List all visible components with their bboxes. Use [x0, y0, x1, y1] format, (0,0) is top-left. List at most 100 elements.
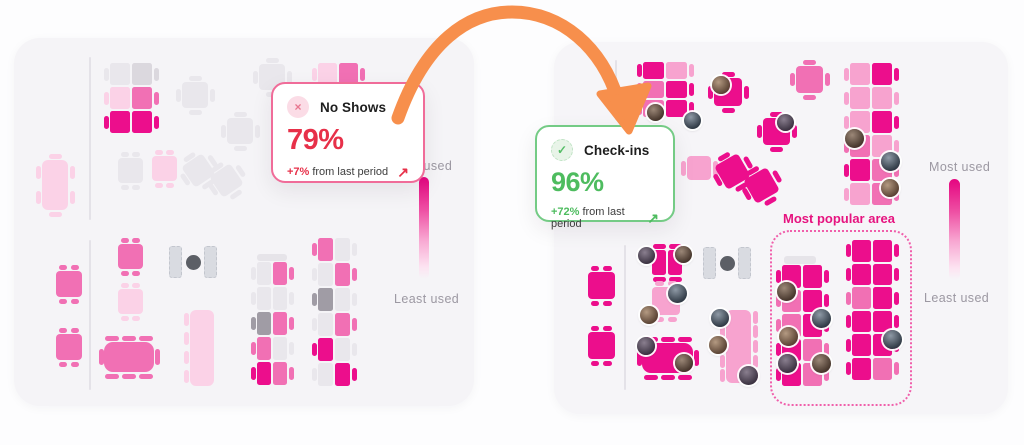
chair	[643, 374, 658, 380]
chair	[719, 325, 725, 339]
table-sq[interactable]	[588, 325, 615, 366]
usage-gradient-bar	[419, 177, 429, 279]
table-sq[interactable]	[118, 237, 143, 276]
occupant-avatar[interactable]	[712, 76, 730, 94]
chair	[35, 166, 41, 179]
chair	[636, 64, 642, 77]
table-cell	[335, 238, 350, 261]
occupant-avatar[interactable]	[883, 330, 902, 349]
table-sq[interactable]	[680, 156, 718, 180]
table-cell	[335, 313, 350, 336]
table-grid[interactable]	[843, 63, 899, 205]
chair	[636, 350, 642, 366]
chair	[351, 368, 357, 381]
occupant-avatar[interactable]	[675, 246, 692, 263]
occupant-avatar[interactable]	[638, 247, 655, 264]
occupant-avatar[interactable]	[881, 179, 899, 197]
occupant-avatar[interactable]	[812, 354, 831, 373]
occupant-avatar[interactable]	[709, 336, 727, 354]
chair	[183, 351, 189, 364]
reception-set[interactable]	[169, 246, 217, 278]
table-sq[interactable]	[175, 75, 215, 115]
occupant-avatar[interactable]	[640, 306, 658, 324]
table-diamond[interactable]	[740, 164, 783, 207]
table-cell	[782, 265, 801, 288]
table-cell	[666, 62, 687, 79]
table-cell	[872, 63, 892, 85]
table-cell	[852, 358, 871, 380]
table-top	[56, 334, 82, 360]
table-grid[interactable]	[250, 262, 294, 385]
table-top	[118, 158, 143, 183]
occupant-avatar[interactable]	[779, 327, 798, 346]
chair	[668, 276, 682, 282]
table-cell	[318, 288, 333, 311]
no-shows-card[interactable]: × No Shows 79% +7% from last period ↗	[271, 82, 425, 183]
occupant-avatar[interactable]	[739, 366, 758, 385]
occupant-avatar[interactable]	[812, 309, 831, 328]
table-sq[interactable]	[118, 151, 143, 190]
occupant-avatar[interactable]	[647, 104, 664, 121]
check-ins-card[interactable]: ✓ Check-ins 96% +72% from last period ↗	[535, 125, 675, 230]
chair	[743, 85, 749, 99]
card-header: ✓ Check-ins	[551, 139, 659, 161]
chair	[288, 267, 294, 280]
occupant-avatar[interactable]	[845, 129, 864, 148]
chair	[122, 373, 136, 379]
chair	[311, 293, 317, 306]
table-sq[interactable]	[588, 265, 615, 306]
table-cell	[872, 135, 892, 157]
chair	[120, 237, 129, 243]
chair	[311, 268, 317, 281]
table-top	[118, 244, 143, 269]
occupant-avatar[interactable]	[881, 152, 900, 171]
chair	[250, 267, 256, 280]
table-top	[227, 118, 253, 144]
occupant-avatar[interactable]	[637, 337, 655, 355]
chair	[770, 111, 783, 117]
occupant-avatar[interactable]	[668, 284, 687, 303]
occupant-avatar[interactable]	[711, 309, 729, 327]
table-top	[687, 156, 711, 180]
table-sq[interactable]	[56, 327, 82, 367]
table-sq[interactable]	[56, 264, 82, 304]
table-oval[interactable]	[98, 335, 160, 379]
chair	[590, 300, 600, 306]
table-grid[interactable]	[845, 240, 899, 380]
table-cell	[318, 263, 333, 286]
chair	[688, 64, 694, 77]
chair	[103, 91, 109, 105]
table-diamond[interactable]	[207, 161, 246, 200]
chair	[351, 318, 357, 331]
chair	[824, 73, 830, 86]
chair	[654, 316, 664, 322]
chair	[652, 276, 666, 282]
chair	[69, 166, 75, 179]
wall-divider	[624, 245, 626, 390]
occupant-avatar[interactable]	[777, 282, 796, 301]
table-grid[interactable]	[103, 63, 159, 133]
chair	[120, 315, 129, 321]
table-cell	[335, 263, 350, 286]
table-top	[182, 82, 208, 108]
chair	[233, 111, 247, 117]
chair	[132, 151, 140, 157]
occupant-avatar[interactable]	[684, 112, 701, 129]
table-sq[interactable]	[220, 111, 260, 151]
reception-table	[719, 255, 735, 271]
table-top	[118, 289, 143, 314]
table-rect[interactable]	[183, 310, 214, 386]
table-rect[interactable]	[35, 153, 75, 217]
occupant-avatar[interactable]	[777, 114, 794, 131]
table-sq[interactable]	[152, 149, 177, 188]
table-sq[interactable]	[789, 59, 830, 100]
reception-set[interactable]	[703, 247, 751, 279]
table-sq[interactable]	[118, 282, 143, 321]
chair	[183, 332, 189, 345]
occupant-avatar[interactable]	[778, 354, 797, 373]
table-grid[interactable]	[311, 238, 357, 386]
chair	[823, 269, 829, 283]
chair	[893, 91, 899, 105]
occupant-avatar[interactable]	[675, 354, 693, 372]
